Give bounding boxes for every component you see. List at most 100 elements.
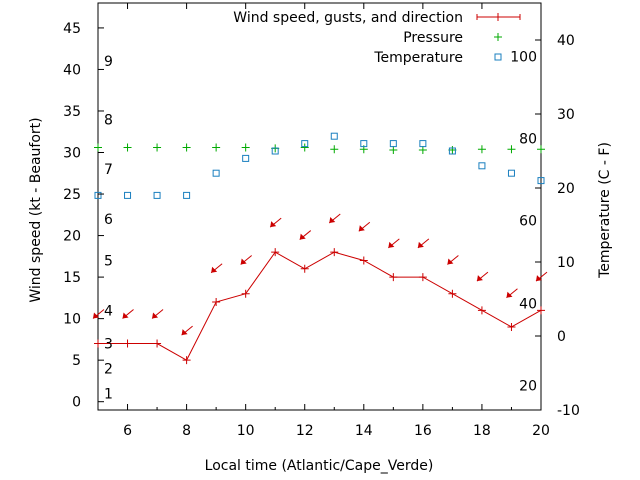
pressure-point xyxy=(330,145,339,154)
temperature-point xyxy=(419,140,427,148)
wind-direction-arrow xyxy=(417,241,424,248)
beaufort-label: 2 xyxy=(104,361,113,377)
pressure-point xyxy=(477,145,486,154)
wind-direction-arrow xyxy=(93,312,99,319)
pressure-point xyxy=(123,143,132,152)
temperature-point xyxy=(183,191,191,199)
wind-speed-point xyxy=(330,248,339,257)
wind-direction-arrow xyxy=(358,225,365,232)
wind-direction-arrow xyxy=(447,258,454,265)
y2-tick-label: 30 xyxy=(557,107,575,123)
wind-direction-arrow xyxy=(181,329,188,336)
wind-speed-point xyxy=(507,322,516,331)
temperature-point xyxy=(330,132,338,140)
y-tick-label: 25 xyxy=(63,187,81,203)
beaufort-label: 7 xyxy=(104,162,113,178)
wind-speed-point xyxy=(212,298,221,307)
y2-tick-label: 10 xyxy=(557,255,575,271)
legend-plus-symbol xyxy=(494,33,502,41)
wind-speed-point xyxy=(537,306,545,315)
wind-direction-arrow xyxy=(506,291,513,298)
x-tick-label: 10 xyxy=(237,423,255,439)
beaufort-label: 3 xyxy=(104,337,113,353)
fahrenheit-label: 60 xyxy=(519,214,537,230)
x-axis-title: Local time (Atlantic/Cape_Verde) xyxy=(205,458,434,474)
x-tick-label: 18 xyxy=(473,423,491,439)
temperature-point xyxy=(448,147,456,155)
wind-speed-point xyxy=(153,339,162,348)
plot-frame xyxy=(97,2,542,411)
pressure-point xyxy=(241,143,250,152)
beaufort-label: 1 xyxy=(104,386,113,402)
temperature-point xyxy=(212,169,220,177)
beaufort-label: 4 xyxy=(104,303,113,319)
fahrenheit-label: 40 xyxy=(519,296,537,312)
pressure-point xyxy=(537,145,545,154)
wind-direction-arrow xyxy=(299,233,306,240)
temperature-point xyxy=(301,140,309,148)
legend-label: Pressure xyxy=(403,30,463,46)
temperature-point xyxy=(94,191,102,199)
wind-direction-arrow xyxy=(122,312,129,319)
fahrenheit-label: 100 xyxy=(510,49,537,65)
y-tick-label: 15 xyxy=(63,270,81,286)
wind-speed-point xyxy=(241,289,250,298)
y-tick-label: 40 xyxy=(63,62,81,78)
wind-speed-point xyxy=(448,289,457,298)
x-tick-label: 20 xyxy=(532,423,550,439)
wind-speed-point xyxy=(123,339,132,348)
y-axis-title: Wind speed (kt - Beaufort) xyxy=(28,117,44,302)
temperature-point xyxy=(507,169,515,177)
fahrenheit-label: 80 xyxy=(519,131,537,147)
wind-direction-arrow xyxy=(240,258,247,265)
x-tick-label: 16 xyxy=(414,423,432,439)
temperature-point xyxy=(124,191,132,199)
pressure-point xyxy=(418,146,427,155)
legend-label: Wind speed, gusts, and direction xyxy=(233,10,463,26)
pressure-point xyxy=(507,145,516,154)
legend-square-symbol xyxy=(494,53,502,61)
wind-speed-point xyxy=(418,273,427,282)
legend-plus-symbol xyxy=(494,13,502,21)
beaufort-label: 8 xyxy=(104,112,113,128)
x-tick-label: 6 xyxy=(123,423,132,439)
wind-direction-arrow xyxy=(536,275,542,282)
y2-tick-label: 20 xyxy=(557,181,575,197)
fahrenheit-label: 20 xyxy=(519,379,537,395)
wind-speed-point xyxy=(182,356,191,365)
x-tick-label: 8 xyxy=(182,423,191,439)
wind-direction-arrow xyxy=(152,312,159,319)
temperature-point xyxy=(242,154,250,162)
pressure-point xyxy=(300,143,309,152)
x-tick-label: 12 xyxy=(296,423,314,439)
wind-direction-arrow xyxy=(329,216,336,223)
wind-speed-line xyxy=(98,251,542,361)
legend-bar-ends xyxy=(476,14,521,20)
wind-speed-point xyxy=(389,273,398,282)
y-tick-label: 45 xyxy=(63,21,81,37)
y-tick-label: 10 xyxy=(63,312,81,328)
y-tick-label: 20 xyxy=(63,229,81,245)
y2-tick-label: -10 xyxy=(557,403,580,419)
y2-tick-label: 0 xyxy=(557,329,566,345)
temperature-point xyxy=(153,191,161,199)
wind-speed-point xyxy=(94,339,102,348)
wind-direction-arrow xyxy=(388,241,395,248)
pressure-point xyxy=(212,143,221,152)
wind-direction-arrow xyxy=(211,266,218,273)
pressure-point xyxy=(389,146,398,155)
wind-speed-point xyxy=(271,248,280,257)
temperature-point xyxy=(271,147,279,155)
y-tick-label: 0 xyxy=(72,395,81,411)
tick-layer: 6 8 10 12 14 16 18 20051015202530354045-1001020… xyxy=(63,3,580,439)
temperature-point xyxy=(537,177,545,185)
beaufort-label: 6 xyxy=(104,212,113,228)
pressure-point xyxy=(182,143,191,152)
plot-frame-layer xyxy=(97,2,542,411)
pressure-point xyxy=(153,143,162,152)
wind-direction-arrow xyxy=(270,221,277,228)
beaufort-label: 9 xyxy=(104,54,113,70)
y-tick-label: 35 xyxy=(63,104,81,120)
wind-speed-point xyxy=(359,256,368,265)
